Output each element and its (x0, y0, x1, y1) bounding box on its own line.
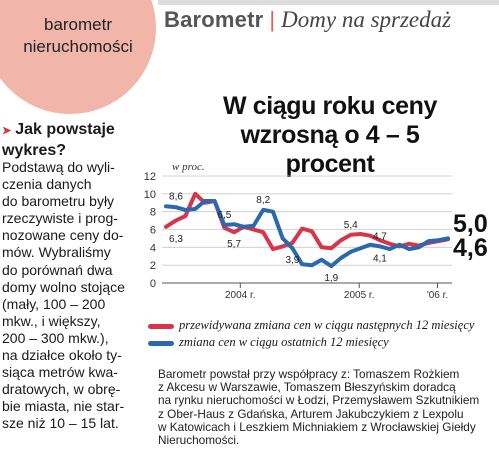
legend-swatch-blue (148, 340, 174, 346)
x-tick-label: '06 r. (427, 290, 448, 301)
y-tick-label: 6 (150, 225, 156, 237)
x-tick-label: 2004 r. (225, 290, 256, 301)
sidebar-body-line: domy wolno stojące (2, 278, 125, 295)
sidebar-body-line: bie miasta, nie star- (2, 398, 125, 415)
footnote: Barometr powstał przy współpracy z: Toma… (158, 367, 480, 448)
data-label: 4,1 (373, 253, 387, 264)
y-tick-label: 2 (150, 260, 156, 272)
y-tick-label: 4 (150, 242, 156, 254)
sidebar-title: ➤ Jak powstaje wykres? (2, 120, 152, 160)
data-label: 8,6 (169, 191, 183, 202)
data-label: 6,3 (169, 234, 183, 245)
y-tick-label: 8 (150, 207, 156, 219)
sidebar-body-line: 200 – 300 mkw.), (2, 329, 109, 346)
legend-label-actual: zmiana cen w ciągu ostatnich 12 miesięcy (179, 335, 389, 349)
legend-label-forecast: przewidywana zmiana cen w ciągu następny… (179, 318, 475, 332)
footnote-line: Nieruchomości. (158, 433, 240, 448)
legend-item-actual: zmiana cen w ciągu ostatnich 12 miesięcy (148, 335, 389, 350)
end-label-red: 4,6 (453, 234, 488, 262)
sidebar-body-line: do porównań dwa (2, 261, 113, 278)
y-tick-label: 12 (144, 171, 156, 183)
data-label: 6,5 (217, 210, 231, 221)
data-label: 5,7 (227, 239, 241, 250)
footnote-line: w Katowicach i Leszkiem Michniakiem z Wr… (158, 419, 476, 434)
data-label: 1,9 (324, 273, 338, 284)
legend-swatch-red (148, 323, 174, 329)
header-brand: Barometr (164, 7, 264, 32)
data-label: 4,7 (373, 231, 387, 242)
end-label-blue: 5,0 (453, 210, 488, 238)
footnote-line: z Ober-Haus z Gdańska, Arturem Jakubczyk… (158, 406, 464, 421)
header-rule (158, 0, 499, 5)
sidebar-body: Podstawą do wyli-czenia danych do baromet… (2, 159, 152, 433)
sidebar-body-line: nozowane ceny do- (2, 227, 124, 244)
data-label: 5,4 (344, 220, 358, 231)
chart-title-line-2: wzrosną o 4 – 5 procent (240, 121, 420, 178)
sidebar-title-line-1: Jak powstaje (15, 121, 115, 138)
bullet-arrow-icon: ➤ (2, 125, 12, 137)
badge-label: barometr nieruchomości (0, 14, 156, 58)
y-axis-unit-label: w proc. (172, 161, 205, 173)
sidebar-body-line: czenia danych (2, 176, 92, 193)
footnote-line: na rynku nieruchomości w Łodzi, Przemysł… (158, 393, 480, 408)
sidebar-body-line: (mały, 100 – 200 (2, 295, 106, 312)
footnote-line: Barometr powstał przy współpracy z: Toma… (158, 367, 460, 381)
header-section: Domy na sprzedaż (281, 7, 452, 32)
sidebar-body-line: Podstawą do wyli- (2, 159, 115, 175)
page-header: Barometr | Domy na sprzedaż (164, 6, 451, 34)
y-tick-label: 0 (150, 278, 156, 290)
sidebar-body-line: mkw., i większy, (2, 312, 101, 329)
sidebar-body-line: dratowych, w obrę- (2, 381, 121, 398)
sidebar-body-line: sze niż 10 – 15 lat. (2, 415, 119, 432)
sidebar-body-line: siąca metrów kwa- (2, 364, 118, 381)
sidebar-body-line: mów. Wybraliśmy (2, 244, 111, 261)
footnote-line: z Akcesu w Warszawie, Tomaszem Błeszyńsk… (158, 380, 456, 395)
x-tick-label: 2005 r. (344, 290, 375, 301)
data-label: 8,2 (256, 195, 270, 206)
chart-title-line-1: W ciągu roku ceny (222, 92, 438, 120)
header-separator: | (269, 7, 276, 32)
badge-line-1: barometr (43, 15, 113, 34)
data-label: 3,9 (285, 255, 299, 266)
y-tick-label: 10 (144, 189, 156, 201)
sidebar-body-line: rzeczywiste i prog- (2, 210, 118, 227)
badge-line-2: nieruchomości (23, 37, 133, 56)
sidebar-body-line: do barometru były (2, 193, 115, 210)
legend-item-forecast: przewidywana zmiana cen w ciągu następny… (148, 318, 474, 333)
sidebar-body-line: na działce około ty- (2, 347, 122, 364)
chart-title: W ciągu roku ceny wzrosną o 4 – 5 procen… (196, 92, 464, 179)
series-line-actual (164, 199, 450, 269)
sidebar-title-line-2: wykres? (2, 142, 67, 159)
